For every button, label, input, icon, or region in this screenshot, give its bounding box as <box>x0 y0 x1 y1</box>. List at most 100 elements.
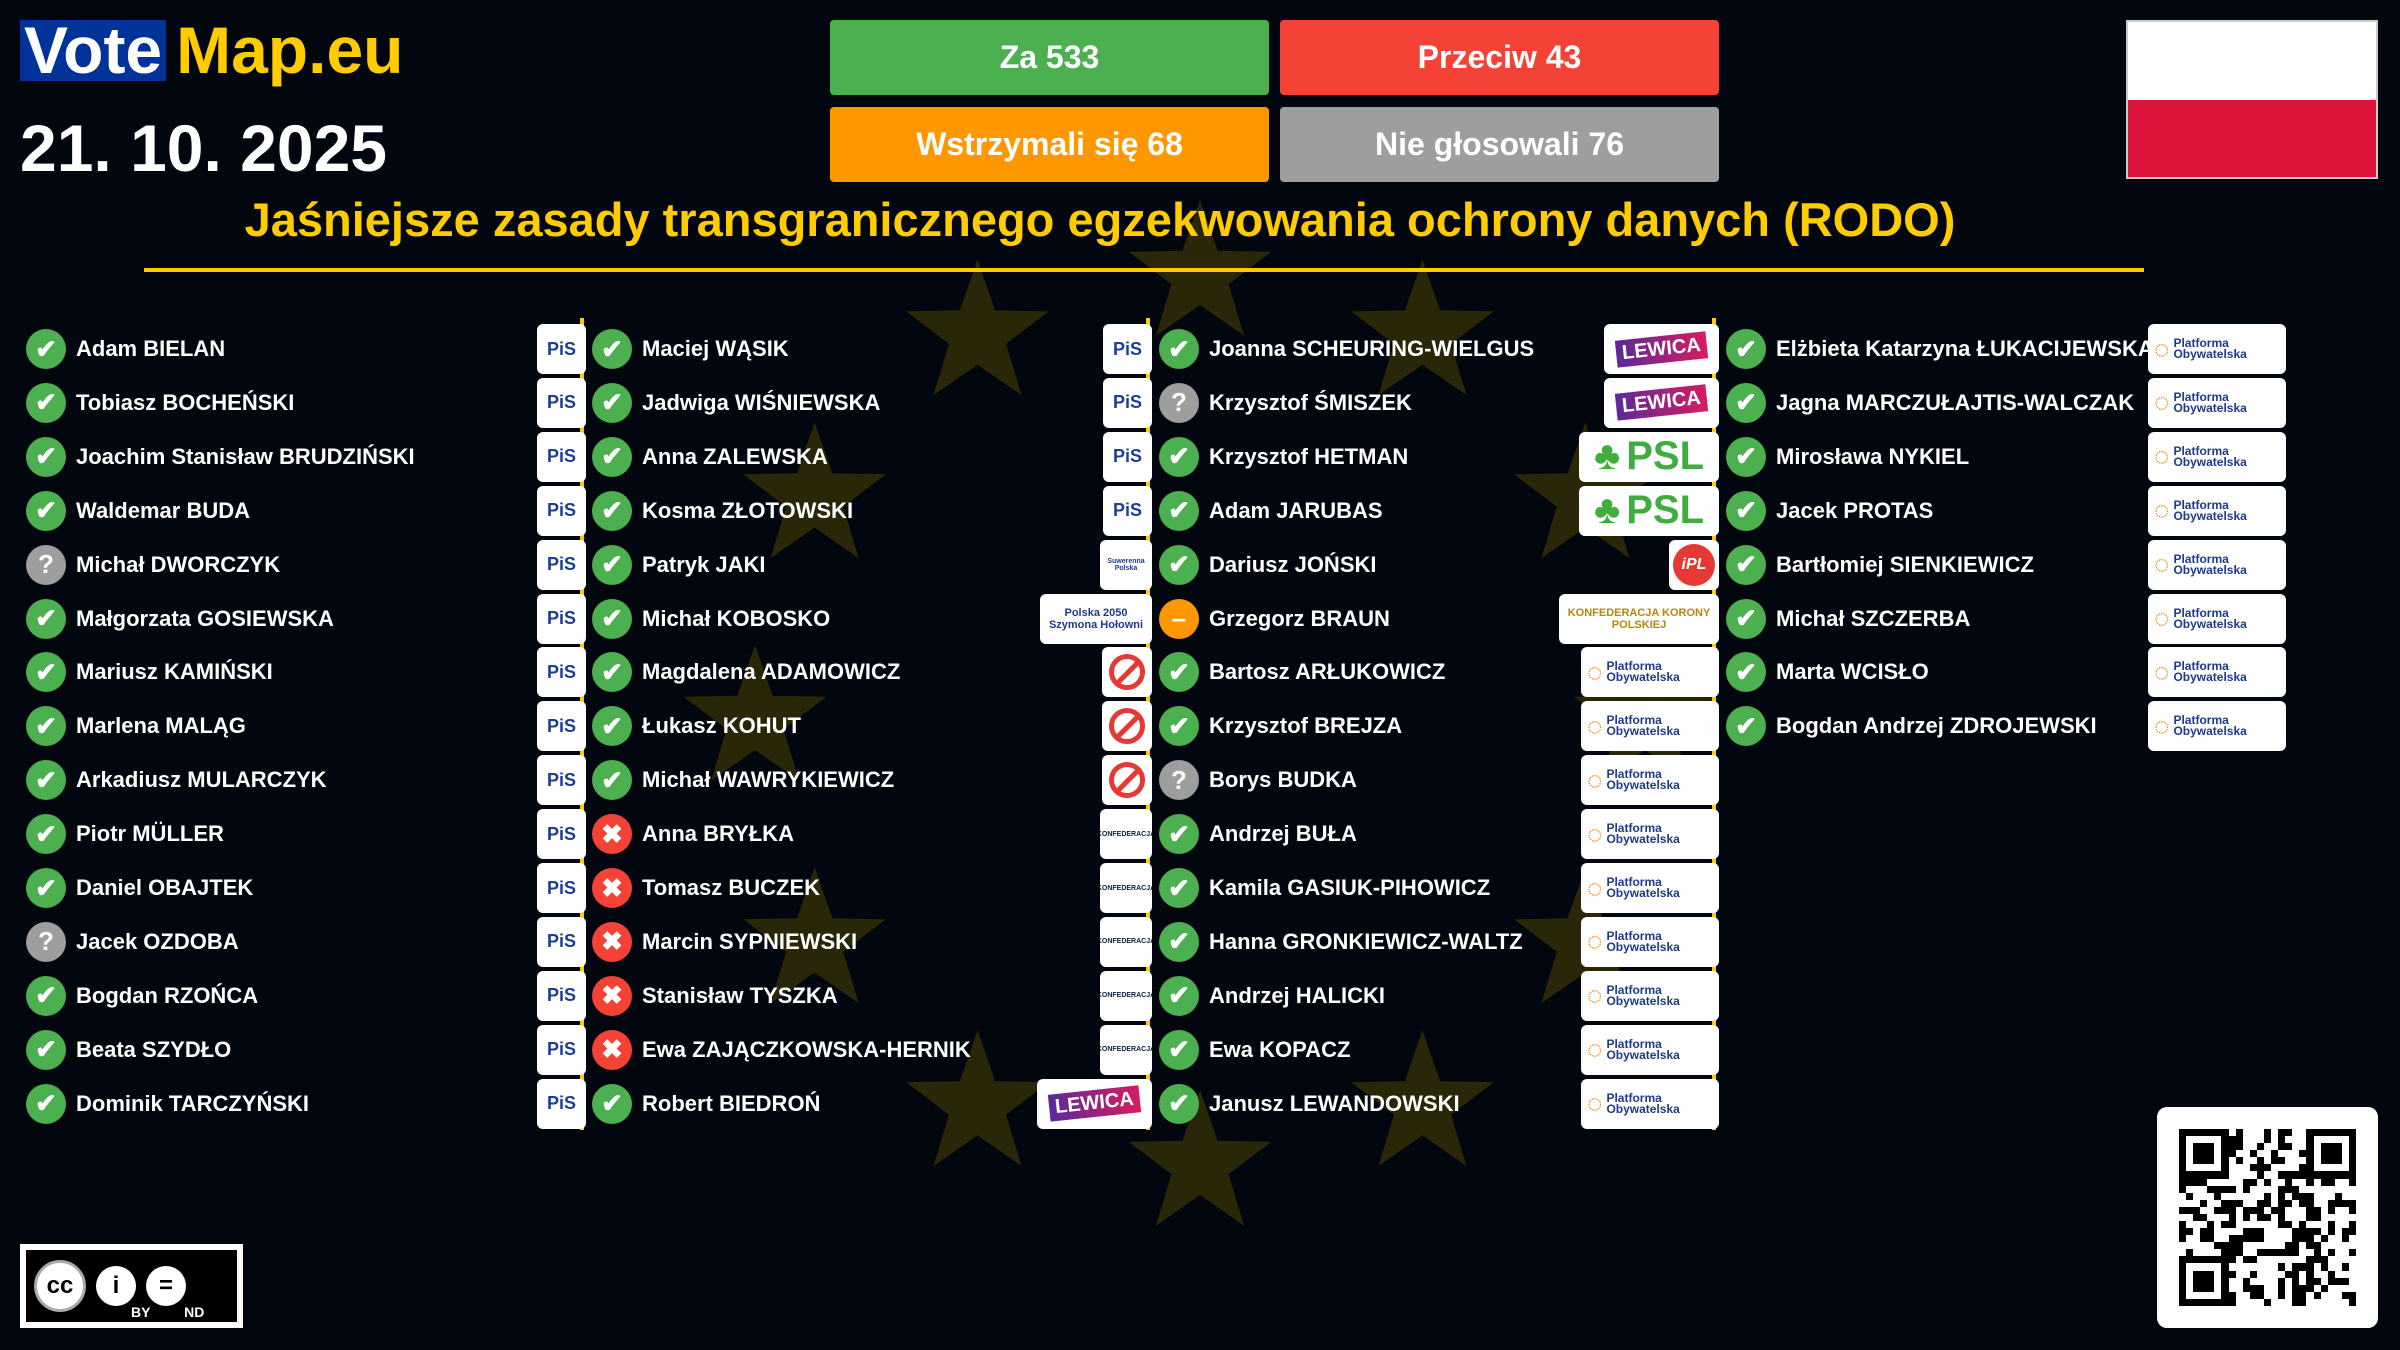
member-row: ✔ Ewa KOPACZ ◌ Platforma Obywatelska <box>1159 1023 1719 1077</box>
qr-module <box>2249 1221 2257 1229</box>
qr-module <box>2214 1291 2222 1299</box>
qr-module <box>2285 1235 2293 1243</box>
qr-module <box>2193 1206 2201 1214</box>
qr-module <box>2242 1199 2250 1207</box>
qr-module <box>2214 1129 2222 1137</box>
qr-module <box>2214 1199 2222 1207</box>
member-name: Magdalena ADAMOWICZ <box>642 659 901 685</box>
qr-module <box>2341 1263 2349 1271</box>
member-name: Stanisław TYSZKA <box>642 982 838 1008</box>
member-row: ✔ Łukasz KOHUT <box>592 699 1152 753</box>
qr-code[interactable] <box>2157 1107 2378 1328</box>
qr-module <box>2179 1129 2187 1137</box>
qr-module <box>2242 1298 2250 1306</box>
member-row: ✖ Ewa ZAJĄCZKOWSKA-HERNIK KONFEDERACJA <box>592 1023 1152 1077</box>
member-name: Ewa KOPACZ <box>1209 1036 1351 1062</box>
qr-module <box>2320 1164 2328 1172</box>
qr-module <box>2214 1249 2222 1257</box>
qr-module <box>2235 1213 2243 1222</box>
cc-by-nd-license-badge[interactable]: cc i = BY ND <box>20 1244 243 1328</box>
qr-module <box>2285 1192 2293 1200</box>
qr-module <box>2179 1235 2187 1243</box>
qr-module <box>2285 1171 2293 1179</box>
vote-for-icon: ✔ <box>26 975 66 1016</box>
qr-module <box>2242 1178 2250 1186</box>
qr-module <box>2228 1291 2236 1299</box>
qr-module <box>2341 1213 2349 1222</box>
member-name: Patryk JAKI <box>642 551 766 577</box>
qr-module <box>2242 1270 2250 1278</box>
vote-for-icon: ✔ <box>1726 436 1766 477</box>
qr-module <box>2278 1270 2286 1278</box>
qr-module <box>2200 1277 2208 1285</box>
qr-module <box>2228 1150 2236 1158</box>
qr-module <box>2193 1221 2201 1229</box>
qr-module <box>2221 1228 2229 1236</box>
party-logo-psl: ♣ PSL <box>1579 485 1719 536</box>
vote-for-icon: ✔ <box>592 1083 632 1124</box>
qr-module <box>2327 1263 2335 1271</box>
qr-module <box>2320 1157 2328 1165</box>
qr-module <box>2235 1221 2243 1229</box>
qr-module <box>2278 1291 2286 1299</box>
qr-module <box>2200 1213 2208 1222</box>
qr-module <box>2214 1284 2222 1292</box>
qr-module <box>2200 1178 2208 1186</box>
qr-module <box>2271 1150 2279 1158</box>
vote-against-icon: ✖ <box>592 1029 632 1070</box>
qr-module <box>2320 1185 2328 1193</box>
member-name: Mariusz KAMIŃSKI <box>76 659 273 685</box>
qr-module <box>2242 1277 2250 1285</box>
qr-module <box>2271 1242 2279 1250</box>
qr-module <box>2193 1178 2201 1186</box>
party-logo-pis: PiS <box>537 970 586 1021</box>
qr-module <box>2334 1143 2342 1151</box>
qr-module <box>2285 1242 2293 1250</box>
qr-module <box>2327 1206 2335 1214</box>
qr-module <box>2179 1164 2187 1172</box>
qr-module <box>2327 1284 2335 1292</box>
qr-module <box>2278 1228 2286 1236</box>
qr-module <box>2249 1270 2257 1278</box>
qr-module <box>2306 1235 2314 1243</box>
qr-module <box>2228 1235 2236 1243</box>
member-row: ? Michał DWORCZYK PiS <box>26 538 586 592</box>
member-row: ✔ Daniel OBAJTEK PiS <box>26 861 586 915</box>
no-entry-icon <box>1102 755 1152 806</box>
qr-module <box>2193 1199 2201 1207</box>
qr-module <box>2193 1192 2201 1200</box>
qr-module <box>2271 1213 2279 1222</box>
qr-module <box>2228 1178 2236 1186</box>
qr-module <box>2313 1206 2321 1214</box>
qr-module <box>2313 1129 2321 1137</box>
qr-module <box>2242 1164 2250 1172</box>
qr-module <box>2256 1129 2264 1137</box>
qr-module <box>2271 1136 2279 1144</box>
member-name: Krzysztof HETMAN <box>1209 443 1409 469</box>
member-name: Marcin SYPNIEWSKI <box>642 928 858 954</box>
qr-module <box>2327 1235 2335 1243</box>
qr-module <box>2221 1242 2229 1250</box>
qr-module <box>2179 1263 2187 1271</box>
member-name: Joanna SCHEURING-WIELGUS <box>1209 336 1535 361</box>
qr-module <box>2341 1192 2349 1200</box>
member-row: ✔ Beata SZYDŁO PiS <box>26 1023 586 1077</box>
qr-module <box>2306 1263 2314 1271</box>
member-name: Adam BIELAN <box>76 336 226 361</box>
party-logo-pis: PiS <box>537 1024 586 1075</box>
qr-module <box>2327 1270 2335 1278</box>
qr-module <box>2292 1228 2300 1236</box>
qr-module <box>2313 1199 2321 1207</box>
member-name: Piotr MÜLLER <box>76 821 224 847</box>
qr-module <box>2249 1256 2257 1264</box>
qr-module <box>2207 1228 2215 1236</box>
qr-module <box>2341 1235 2349 1243</box>
qr-module <box>2214 1270 2222 1278</box>
member-row: ✔ Bogdan RZOŃCA PiS <box>26 969 586 1023</box>
qr-module <box>2200 1129 2208 1137</box>
qr-module <box>2221 1256 2229 1264</box>
member-row: ? Jacek OZDOBA PiS <box>26 915 586 969</box>
qr-module <box>2193 1164 2201 1172</box>
party-logo-pis: PiS <box>537 701 586 752</box>
qr-module <box>2348 1228 2356 1236</box>
